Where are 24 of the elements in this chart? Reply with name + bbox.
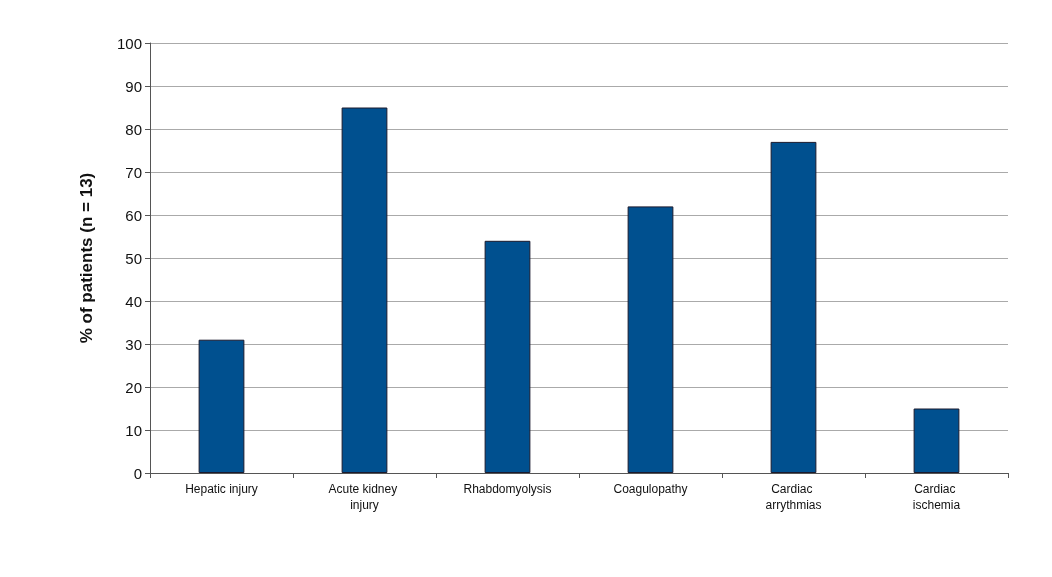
bar bbox=[770, 141, 817, 473]
y-tick-label: 80 bbox=[125, 120, 142, 138]
y-tick-label: 10 bbox=[125, 421, 142, 439]
bar bbox=[198, 339, 245, 473]
y-tick-label: 70 bbox=[125, 163, 142, 181]
x-tick-label: Rhabdomyolysis bbox=[463, 482, 552, 496]
y-tick-label: 50 bbox=[125, 249, 142, 267]
y-tick-label: 60 bbox=[125, 206, 142, 224]
y-tick-label: 0 bbox=[133, 464, 142, 482]
bar bbox=[341, 107, 388, 473]
x-tick-label: Acute kidney injury bbox=[328, 482, 401, 512]
y-tick-label: 100 bbox=[116, 34, 142, 52]
x-tick-label: Cardiac ischemia bbox=[912, 482, 961, 512]
x-tick-label: Coagulopathy bbox=[613, 482, 688, 496]
y-axis-title: % of patients (n = 13) bbox=[77, 172, 96, 344]
bar bbox=[913, 408, 960, 473]
x-tick-label: Hepatic injury bbox=[185, 482, 258, 496]
x-tick-label: Cardiac arrythmias bbox=[765, 482, 822, 512]
y-tick-label: 30 bbox=[125, 335, 142, 353]
y-tick-label: 40 bbox=[125, 292, 142, 310]
bar bbox=[627, 206, 674, 473]
y-tick-label: 20 bbox=[125, 378, 142, 396]
y-tick-label: 90 bbox=[125, 77, 142, 95]
bar bbox=[484, 240, 531, 473]
